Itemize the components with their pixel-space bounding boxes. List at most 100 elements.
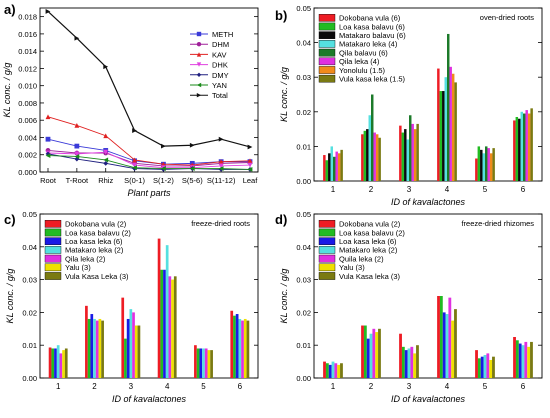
- data-point-yan: [247, 167, 253, 172]
- data-point-dhk: [74, 151, 80, 157]
- bar: [325, 160, 329, 181]
- y-tick-label: 0.012: [18, 64, 37, 73]
- bar: [328, 364, 332, 378]
- data-point-kav: [45, 114, 51, 120]
- x-tick-label: Root: [40, 176, 57, 185]
- data-point-kav: [132, 157, 137, 163]
- legend-label: Dokobana vula (2): [65, 220, 127, 229]
- bar: [323, 361, 326, 378]
- legend-marker: [196, 52, 202, 57]
- y-tick-label: 0.008: [18, 99, 37, 108]
- bar: [207, 350, 211, 378]
- bar: [413, 129, 417, 181]
- legend-swatch: [318, 246, 336, 254]
- x-tick-label: 2: [369, 382, 374, 391]
- panel-label: c): [4, 212, 16, 227]
- legend-label: DHM: [212, 40, 229, 49]
- x-tick-label: 3: [407, 382, 412, 391]
- bar: [330, 146, 333, 181]
- legend-label: Matakaro balavu (6): [339, 31, 406, 40]
- data-point-dhk: [132, 162, 137, 168]
- legend-label: Vula Kasa Leka (3): [65, 272, 129, 281]
- bar: [51, 348, 55, 378]
- legend-label: Matakaro leka (4): [339, 40, 398, 49]
- y-tick-label: 0.03: [296, 73, 311, 82]
- x-axis-label: ID of kavalactones: [391, 197, 466, 207]
- legend-marker: [196, 62, 202, 67]
- bar: [480, 149, 483, 181]
- bar: [480, 356, 484, 378]
- bar: [369, 333, 373, 378]
- bar: [527, 113, 531, 181]
- x-tick-label: 1: [331, 382, 336, 391]
- legend-label: Loa kasa balavu (2): [65, 228, 131, 237]
- bar: [48, 347, 52, 378]
- legend-swatch: [318, 272, 336, 280]
- bar: [477, 146, 481, 181]
- bar: [525, 110, 528, 181]
- legend-label: Loa kasa balavu (6): [339, 22, 405, 31]
- bar: [404, 350, 408, 378]
- bar: [366, 129, 369, 181]
- bar: [442, 91, 445, 181]
- panel-label: a): [4, 2, 16, 17]
- x-tick-label: Rhiz: [98, 176, 113, 185]
- bar: [137, 325, 141, 378]
- bar: [477, 358, 481, 378]
- y-tick-label: 0.03: [296, 276, 311, 285]
- bar: [238, 318, 242, 378]
- legend-swatch: [318, 74, 336, 83]
- x-axis-label: ID of kavalactones: [112, 394, 187, 404]
- bar: [340, 363, 343, 378]
- legend-label: Dokobana vula (2): [339, 220, 401, 229]
- bar: [404, 129, 407, 181]
- panel-annotation: freeze-dried roots: [191, 219, 250, 228]
- plot-frame: [39, 213, 259, 379]
- bar: [515, 340, 519, 378]
- legend-label: Yalu (3): [339, 263, 365, 272]
- panel-label: b): [275, 8, 287, 23]
- bar: [447, 33, 450, 182]
- y-tick-label: 0.05: [296, 4, 311, 13]
- bar: [173, 276, 177, 378]
- legend-swatch: [318, 219, 336, 228]
- legend-swatch: [44, 228, 62, 237]
- x-tick-label: Leaf: [243, 176, 259, 185]
- y-axis-label: KL conc. / g/g: [2, 63, 12, 118]
- bar: [492, 148, 495, 181]
- legend-label: KAV: [212, 50, 226, 59]
- bar: [157, 238, 161, 378]
- bar: [337, 153, 341, 181]
- legend-marker: [196, 31, 202, 37]
- bar: [132, 312, 135, 378]
- panel-annotation: freeze-dried rhizomes: [461, 219, 534, 228]
- data-point-total: [161, 143, 166, 149]
- bar: [361, 134, 364, 181]
- legend-label: Loa kasa leka (6): [339, 237, 397, 246]
- bar: [524, 341, 528, 378]
- legend-swatch: [318, 254, 336, 263]
- bar: [363, 130, 367, 181]
- bar: [475, 350, 478, 378]
- bar: [378, 137, 381, 181]
- legend-swatch: [318, 66, 336, 74]
- legend-label: Quila leka (2): [339, 254, 384, 263]
- data-point-total: [103, 64, 109, 70]
- bar: [334, 363, 338, 378]
- series-line-total: [47, 11, 251, 148]
- bar: [489, 153, 493, 181]
- y-tick-label: 0.04: [22, 243, 37, 252]
- bar: [196, 348, 200, 378]
- bar: [442, 312, 446, 378]
- bar: [521, 345, 525, 378]
- bar: [372, 328, 376, 378]
- y-tick-label: 0.01: [296, 142, 311, 151]
- series-line-dmy: [47, 153, 250, 170]
- bar: [199, 348, 203, 378]
- bar: [101, 320, 104, 378]
- bar: [451, 320, 455, 378]
- series-line-yan: [47, 155, 251, 170]
- plot-frame: [39, 7, 259, 173]
- legend-marker: [196, 93, 202, 98]
- bar: [328, 153, 331, 181]
